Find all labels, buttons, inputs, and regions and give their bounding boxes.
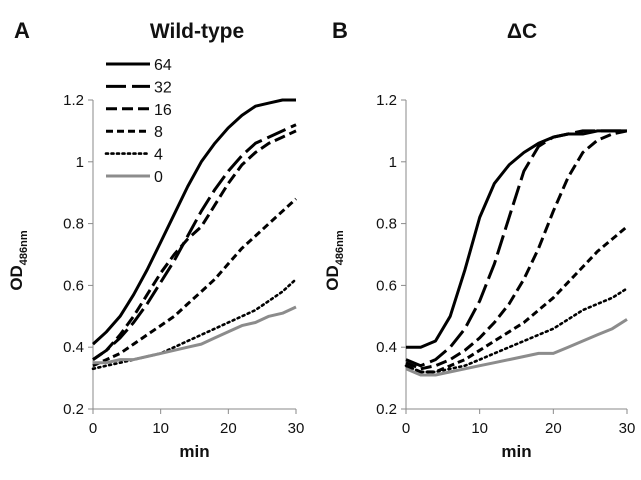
- legend-label-4: 4: [154, 147, 163, 164]
- legend-label-32: 32: [154, 79, 172, 96]
- panel-b-y-tick-label: 1: [389, 154, 397, 171]
- panel-b-series-0-line: [405, 318, 628, 377]
- panel-a-series-64-line: [91, 98, 296, 346]
- legend-label-64: 64: [154, 57, 172, 74]
- panel-a-y-axis-label-main: OD: [7, 265, 26, 291]
- panel-a-series-8-line: [92, 197, 298, 368]
- panel-a-series-4-line: [91, 277, 298, 371]
- panel-a-x-tick-label: 0: [89, 420, 97, 437]
- panel-b-y-tick-label: 0.2: [376, 401, 397, 418]
- panel-a-y-axis-label-subscript: 486nm: [18, 230, 30, 265]
- panel-a-x-tick-label: 10: [152, 420, 169, 437]
- panel-a-series-16-line: [92, 129, 297, 361]
- panel-a-y-tick-label: 0.2: [63, 401, 84, 418]
- panel-b-series-32-line: [405, 129, 627, 368]
- panel-b-y-axis-label-main: OD: [323, 265, 342, 291]
- panel-a-y-tick-label: 0.8: [63, 216, 84, 233]
- panel-b-series-4-line: [404, 287, 629, 374]
- legend: 64 32 16 8 4 0: [104, 57, 172, 186]
- panel-b-y-tick-label: 0.8: [376, 216, 397, 233]
- panel-b-letter: B: [332, 18, 348, 43]
- panel-b-series-8-line: [405, 225, 628, 374]
- panel-a-plot: 0.2 0.4 0.6 0.8 1 1.2 0 10 20 30 min OD486nm 64 32 16 8…: [7, 57, 304, 461]
- panel-b-plot: 0.2 0.4 0.6 0.8 1 1.2 0 10 20 30 min OD486nm: [323, 92, 635, 461]
- panel-a-x-tick-label: 30: [288, 420, 305, 437]
- panel-b-y-tick-label: 1.2: [376, 92, 397, 109]
- legend-label-16: 16: [154, 102, 172, 119]
- panel-b-y-axis-label-subscript: 486nm: [334, 230, 346, 265]
- panel-a-x-axis-label: min: [179, 442, 209, 461]
- panel-b-x-axis-label: min: [501, 442, 531, 461]
- panel-b-y-tick-label: 0.6: [376, 277, 397, 294]
- panel-a-y-axis-label: OD486nm: [7, 230, 30, 291]
- panel-b-x-tick-label: 30: [619, 420, 636, 437]
- panel-a-letter: A: [14, 18, 30, 43]
- legend-label-0: 0: [154, 169, 163, 186]
- panel-b-x-tick-label: 20: [545, 420, 562, 437]
- panel-a-y-tick-label: 0.4: [63, 339, 84, 356]
- panel-b-series-64-line: [406, 129, 627, 349]
- panel-b-x-tick-label: 10: [471, 420, 488, 437]
- panel-b-y-axis-label: OD486nm: [323, 230, 346, 291]
- legend-label-8: 8: [154, 124, 163, 141]
- panel-a-y-tick-label: 1.2: [63, 92, 84, 109]
- panel-b-series-16-line: [405, 129, 628, 371]
- panel-a-y-tick-label: 0.6: [63, 277, 84, 294]
- panel-b-y-tick-label: 0.4: [376, 339, 397, 356]
- panel-a-series-0-line: [93, 305, 297, 365]
- panel-b: B ΔC 0.2 0.4 0.6 0.8 1 1.2 0 10 20 30 min OD486nm: [323, 18, 635, 461]
- panel-a: A Wild-type 0.2 0.4 0.6 0.8 1 1.2 0 10 20 30 min OD…: [7, 18, 304, 461]
- panel-a-series-32-line: [92, 123, 297, 361]
- panel-a-y-tick-label: 1: [76, 154, 84, 171]
- panel-a-title: Wild-type: [150, 20, 244, 43]
- panel-b-x-tick-label: 0: [402, 420, 410, 437]
- panel-b-title: ΔC: [507, 20, 537, 43]
- panel-a-x-tick-label: 20: [220, 420, 237, 437]
